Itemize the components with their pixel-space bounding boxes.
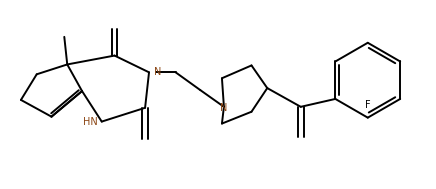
Text: HN: HN bbox=[83, 117, 98, 127]
Text: F: F bbox=[365, 100, 371, 110]
Text: N: N bbox=[154, 67, 161, 77]
Text: N: N bbox=[220, 103, 228, 113]
